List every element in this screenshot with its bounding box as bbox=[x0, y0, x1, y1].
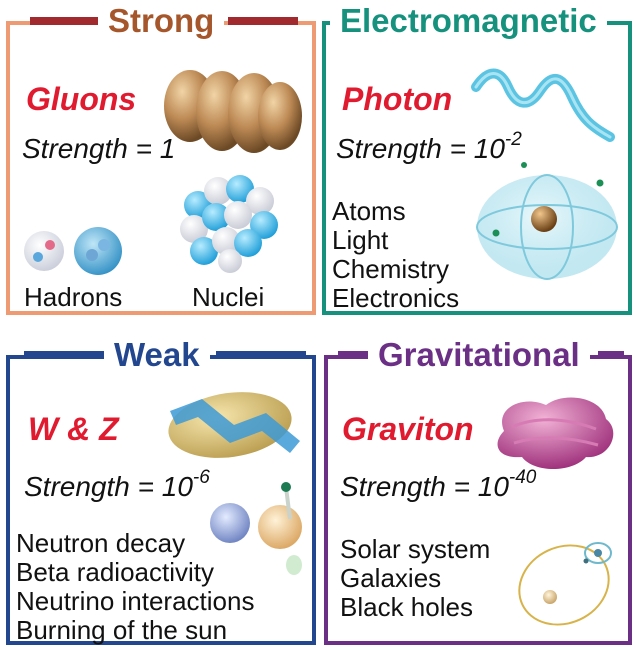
nucleus-cluster-icon bbox=[180, 175, 278, 273]
solar-orbit-icon bbox=[518, 542, 612, 626]
grav-panel: Gravitational Graviton Strength = 10-40 … bbox=[324, 335, 632, 645]
atom-orbit-icon bbox=[476, 162, 618, 280]
weak-title: Weak bbox=[104, 335, 210, 375]
photon-wave-icon bbox=[471, 68, 615, 142]
weak-panel: Weak W & Z Strength = 10-6 Neutron decay… bbox=[6, 335, 316, 645]
list-item: Neutron decay bbox=[16, 528, 186, 558]
list-item: Galaxies bbox=[340, 563, 442, 593]
grav-strength-exponent: -40 bbox=[508, 467, 537, 488]
grav-title: Gravitational bbox=[368, 335, 590, 375]
weak-applications-list: Neutron decay Beta radioactivity Neutrin… bbox=[16, 529, 254, 645]
list-item: Neutrino interactions bbox=[16, 586, 255, 616]
grav-particle: Graviton bbox=[342, 411, 474, 447]
grav-strength-prefix: Strength = 10 bbox=[340, 471, 509, 502]
weak-strength-prefix: Strength = 10 bbox=[24, 471, 193, 502]
neutron-decay-icon bbox=[210, 482, 302, 575]
weak-strength-exponent: -6 bbox=[192, 467, 210, 488]
grav-applications-list: Solar system Galaxies Black holes bbox=[340, 535, 490, 622]
list-item: Beta radioactivity bbox=[16, 557, 214, 587]
strong-particle: Gluons bbox=[26, 81, 137, 117]
list-item: Light bbox=[332, 225, 389, 255]
hadron-spheres-icon bbox=[24, 227, 122, 275]
em-strength-prefix: Strength = 10 bbox=[336, 133, 505, 164]
strong-title: Strong bbox=[98, 1, 225, 41]
em-particle: Photon bbox=[342, 81, 453, 117]
nuclei-label: Nuclei bbox=[192, 282, 265, 312]
strong-panel: Strong Gluons Strength = 1 Hadrons Nucle… bbox=[6, 1, 316, 315]
gluon-blob-icon bbox=[164, 70, 302, 153]
hadrons-label: Hadrons bbox=[24, 282, 123, 312]
list-item: Chemistry bbox=[332, 254, 450, 284]
list-item: Black holes bbox=[340, 592, 473, 622]
graviton-blob-icon bbox=[497, 397, 614, 469]
strong-strength: Strength = 1 bbox=[22, 133, 176, 164]
strong-title-bar-right bbox=[228, 17, 298, 25]
weak-particle: W & Z bbox=[28, 411, 119, 447]
weak-title-bar-left bbox=[24, 351, 104, 359]
grav-title-bar-right bbox=[598, 351, 624, 359]
wz-boson-blob-icon bbox=[168, 392, 300, 458]
grav-strength: Strength = 10-40 bbox=[340, 468, 536, 503]
em-strength: Strength = 10-2 bbox=[336, 130, 522, 165]
em-strength-exponent: -2 bbox=[504, 129, 522, 150]
list-item: Electronics bbox=[332, 283, 460, 313]
weak-title-bar-right bbox=[216, 351, 306, 359]
list-item: Atoms bbox=[332, 196, 406, 226]
strong-title-bar-left bbox=[30, 17, 98, 25]
em-title: Electromagnetic bbox=[330, 1, 607, 41]
list-item: Solar system bbox=[340, 534, 491, 564]
em-applications-list: Atoms Light Chemistry Electronics bbox=[332, 197, 459, 313]
list-item: Burning of the sun bbox=[16, 615, 228, 645]
grav-title-bar-left bbox=[338, 351, 368, 359]
weak-strength: Strength = 10-6 bbox=[24, 468, 210, 503]
em-panel: Electromagnetic Photon Strength = 10-2 A… bbox=[322, 1, 632, 315]
